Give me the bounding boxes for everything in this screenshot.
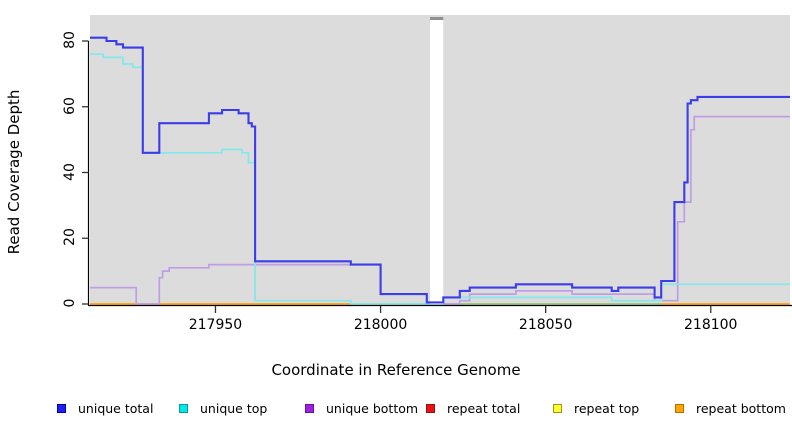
- x-tick-label: 218050: [518, 317, 573, 333]
- x-axis-title: Coordinate in Reference Genome: [271, 361, 521, 379]
- series-line-unique-top: [90, 53, 790, 305]
- y-tick-label: 40: [62, 162, 78, 181]
- series-line-unique-total: [90, 36, 790, 304]
- legend-swatch-icon: [675, 403, 684, 413]
- masked-region: [430, 20, 444, 304]
- legend-swatch-icon: [426, 403, 435, 413]
- legend-item-repeat-top: repeat top: [553, 398, 639, 418]
- legend-label: repeat total: [447, 400, 521, 416]
- masked-region-top-cap: [430, 17, 444, 20]
- legend-label: repeat bottom: [696, 400, 786, 416]
- x-tick-label: 218100: [684, 317, 738, 333]
- legend-swatch-icon: [553, 403, 562, 413]
- legend-swatch-icon: [57, 403, 66, 413]
- y-axis-title: Read Coverage Depth: [5, 89, 23, 255]
- y-tick-label: 0: [62, 298, 78, 308]
- legend-label: unique bottom: [326, 400, 419, 416]
- legend-item-unique-total: unique total: [57, 398, 153, 418]
- y-tick-label: 60: [62, 96, 78, 115]
- legend-item-unique-top: unique top: [179, 398, 267, 418]
- legend-label: unique total: [78, 400, 154, 416]
- legend-label: repeat top: [574, 400, 640, 416]
- chart-legend: unique total unique top unique bottom repea…: [0, 398, 792, 422]
- x-tick-label: 217950: [188, 317, 243, 333]
- legend-label: unique top: [200, 400, 268, 416]
- legend-swatch-icon: [305, 403, 314, 413]
- y-tick-label: 80: [62, 31, 78, 49]
- y-tick-label: 20: [62, 228, 78, 247]
- x-tick-label: 218000: [353, 317, 408, 333]
- legend-item-repeat-total: repeat total: [426, 398, 520, 418]
- legend-swatch-icon: [179, 403, 188, 413]
- series-line-unique-bottom: [90, 115, 790, 305]
- legend-item-repeat-bottom: repeat bottom: [675, 398, 786, 418]
- legend-item-unique-bottom: unique bottom: [305, 398, 418, 418]
